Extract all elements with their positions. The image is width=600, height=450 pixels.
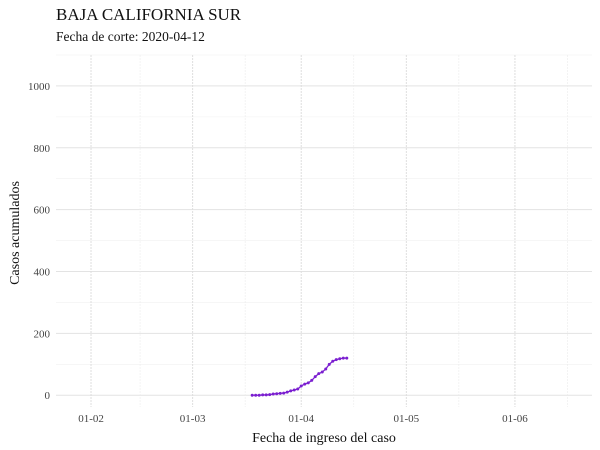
data-point (324, 367, 328, 371)
data-point (285, 390, 289, 394)
data-point (338, 357, 342, 361)
x-tick-label: 01-06 (502, 413, 528, 425)
grid-lines (56, 54, 592, 407)
y-tick-label: 800 (34, 143, 51, 155)
data-point (299, 384, 303, 388)
data-point (275, 392, 279, 396)
data-point (250, 393, 254, 397)
y-tick-label: 1000 (28, 81, 51, 93)
data-point (278, 391, 282, 395)
data-point (303, 382, 307, 386)
data-point (268, 393, 272, 397)
y-axis-ticks: 0 200 400 600 800 1000 (28, 81, 51, 402)
series-line (252, 357, 347, 396)
data-point (257, 393, 261, 397)
y-tick-label: 400 (34, 267, 51, 279)
data-point (334, 358, 338, 362)
x-tick-label: 01-04 (288, 413, 314, 425)
x-axis-title: Fecha de ingreso del caso (252, 431, 396, 446)
series-layer (250, 356, 349, 397)
data-point (292, 388, 296, 392)
data-point (341, 356, 345, 360)
data-point (289, 389, 293, 393)
data-point (271, 392, 275, 396)
data-point (313, 375, 317, 379)
data-point (317, 372, 321, 376)
data-point (310, 378, 314, 382)
y-tick-label: 600 (34, 205, 51, 217)
x-tick-label: 01-03 (180, 413, 206, 425)
data-point (282, 391, 286, 395)
data-point (296, 387, 300, 391)
chart-subtitle: Fecha de corte: 2020-04-12 (56, 29, 205, 44)
data-point (264, 393, 268, 397)
x-tick-label: 01-02 (78, 413, 104, 425)
y-axis-title: Casos acumulados (8, 181, 23, 285)
data-point (261, 393, 265, 397)
x-tick-label: 01-05 (393, 413, 419, 425)
data-point (320, 370, 324, 374)
chart-title: BAJA CALIFORNIA SUR (56, 5, 242, 24)
y-tick-label: 200 (34, 328, 51, 340)
data-point (345, 356, 349, 360)
data-point (306, 381, 310, 385)
data-point (254, 393, 258, 397)
y-tick-label: 0 (45, 390, 51, 402)
data-point (327, 362, 331, 366)
data-point (331, 359, 335, 363)
x-axis-ticks: 01-02 01-03 01-04 01-05 01-06 (78, 413, 528, 425)
